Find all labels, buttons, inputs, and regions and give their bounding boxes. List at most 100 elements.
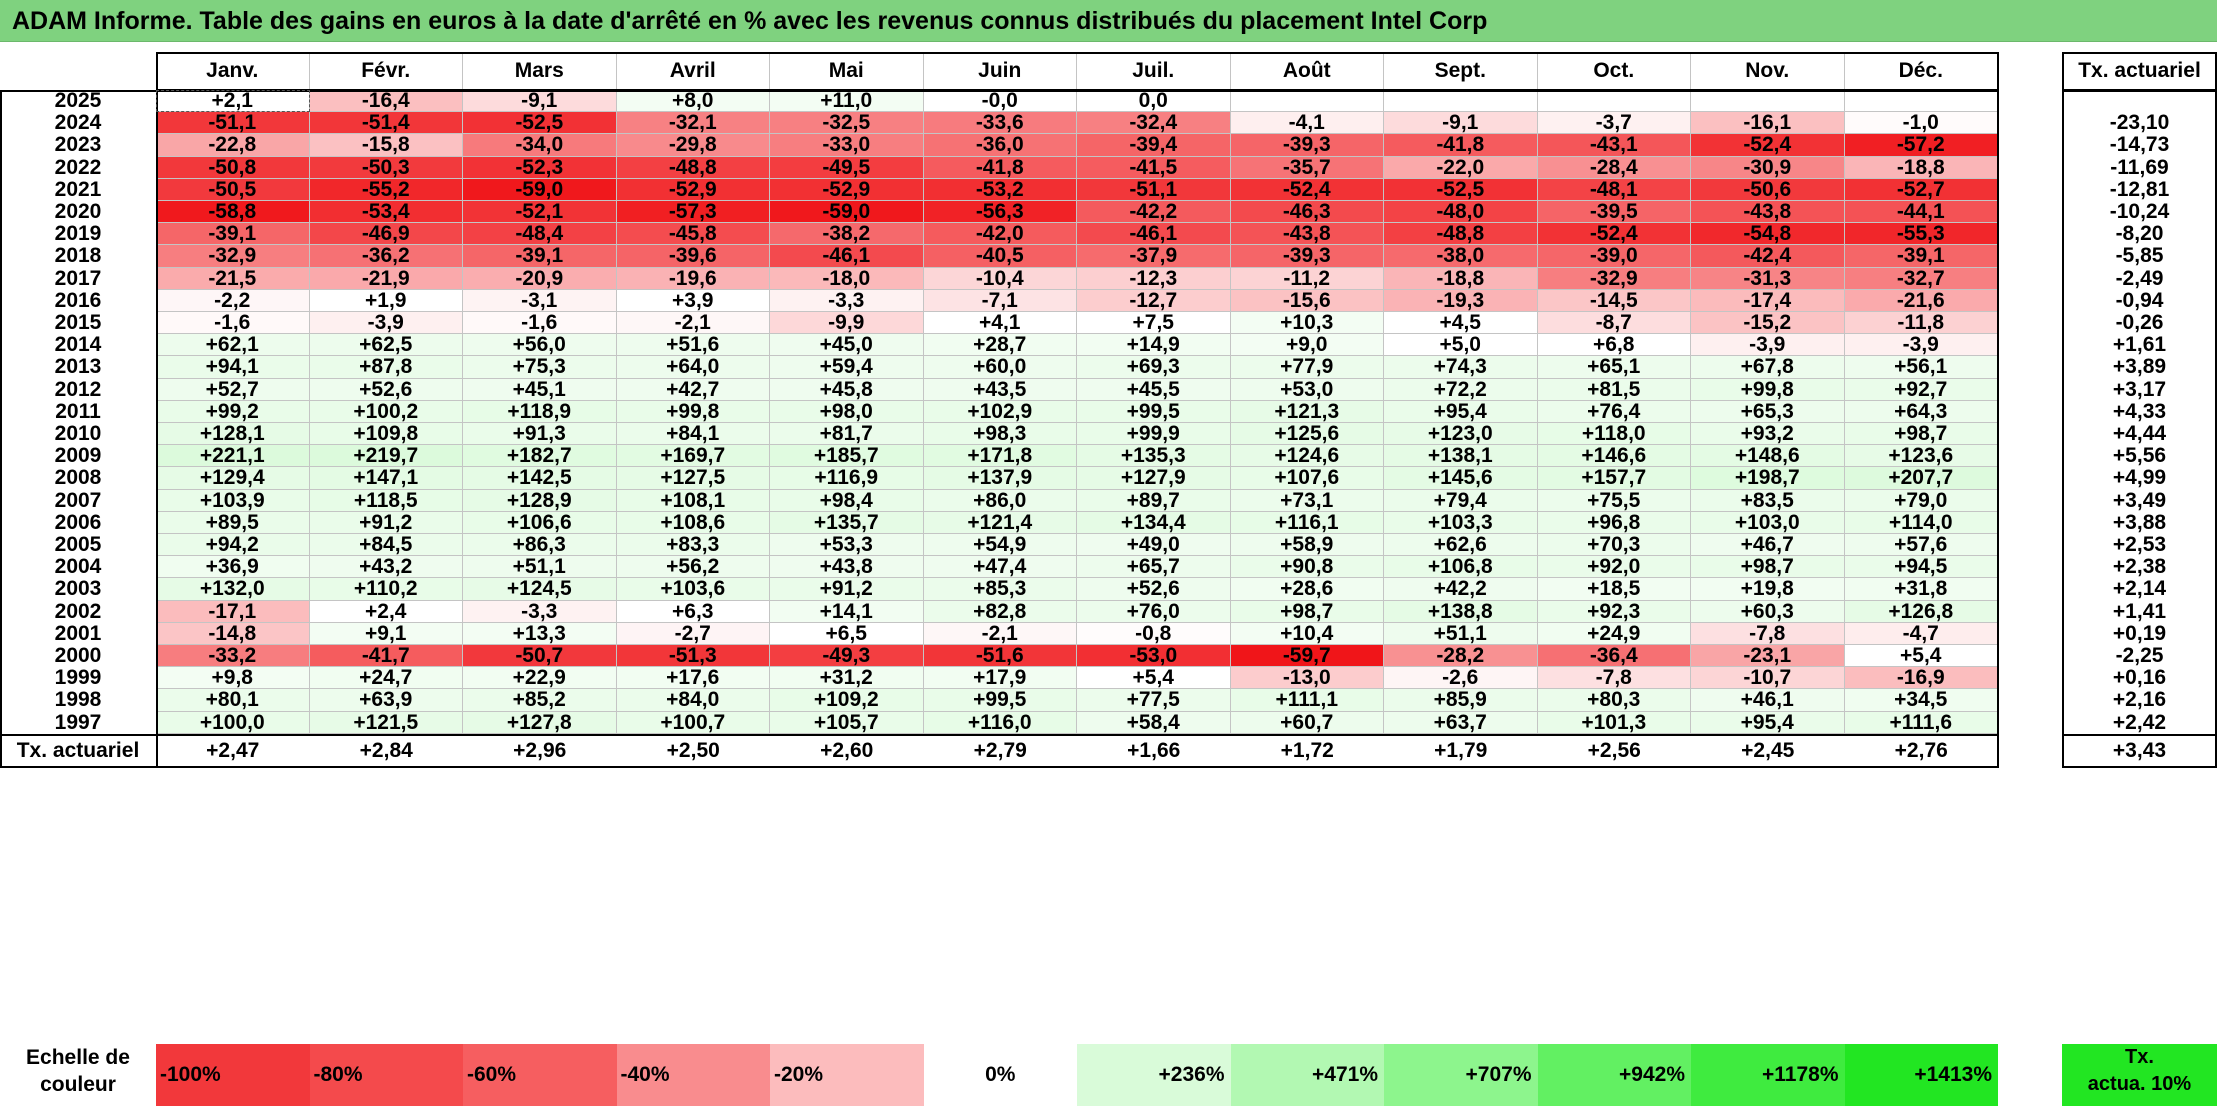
table-cell: +92,3 (1537, 600, 1691, 623)
month-header: Avril (617, 52, 770, 90)
table-cell: -9,1 (463, 90, 617, 113)
table-cell: -52,4 (1537, 223, 1691, 246)
table-cell: -55,2 (309, 178, 463, 201)
report-title: ADAM Informe. Table des gains en euros à… (12, 7, 1488, 35)
table-cell: -40,5 (923, 245, 1077, 268)
table-cell: +138,1 (1384, 445, 1538, 468)
table-cell: -1,6 (156, 312, 310, 335)
table-cell: +79,0 (1844, 489, 1998, 512)
table-cell: -2,1 (616, 312, 770, 335)
table-cell: +95,4 (1691, 711, 1845, 734)
table-cell: +85,9 (1384, 689, 1538, 712)
table-cell: +18,5 (1537, 578, 1691, 601)
table-cell: +169,7 (616, 445, 770, 468)
table-cell: +28,6 (1230, 578, 1384, 601)
month-header: Mars (463, 52, 617, 90)
table-cell: -32,9 (156, 245, 310, 268)
table-cell: +2,1 (156, 90, 310, 113)
table-cell: -37,9 (1077, 245, 1231, 268)
table-cell: -4,7 (1844, 622, 1998, 645)
table-cell: +53,3 (770, 534, 924, 557)
table-cell: -43,1 (1537, 134, 1691, 157)
table-cell: +49,0 (1077, 534, 1231, 557)
row-tx-actuariel: +3,88 (2112, 511, 2167, 534)
table-cell: -38,0 (1384, 245, 1538, 268)
table-cell: -38,2 (770, 223, 924, 246)
table-cell: +87,8 (309, 356, 463, 379)
row-tx-actuariel: +0,19 (2112, 622, 2167, 645)
table-cell: +9,8 (156, 667, 310, 690)
table-cell: +43,5 (923, 378, 1077, 401)
table-cell: +31,8 (1844, 578, 1998, 601)
color-scale-label-line2: couleur (40, 1073, 116, 1096)
table-cell: -32,1 (616, 112, 770, 135)
table-cell: +128,9 (463, 489, 617, 512)
year-label: 2023 (54, 134, 102, 157)
table-cell: -36,4 (1537, 645, 1691, 668)
table-cell: +56,2 (616, 556, 770, 579)
row-tx-actuariel: +3,89 (2112, 356, 2167, 379)
footer-cell: +2,56 (1587, 738, 1641, 762)
month-header: Août (1231, 52, 1384, 90)
table-cell: +11,0 (770, 90, 924, 113)
row-tx-actuariel: +2,38 (2112, 556, 2167, 579)
table-cell: +134,4 (1077, 511, 1231, 534)
table-cell: +89,5 (156, 511, 310, 534)
table-cell: -11,8 (1844, 312, 1998, 335)
table-cell: +91,3 (463, 423, 617, 446)
table-cell: +84,5 (309, 534, 463, 557)
table-cell (1537, 90, 1691, 113)
table-cell: -21,5 (156, 267, 310, 290)
year-label: 2005 (54, 534, 102, 556)
year-label: 2002 (54, 600, 102, 623)
table-cell: +77,9 (1230, 356, 1384, 379)
table-cell: -3,9 (1844, 334, 1998, 357)
month-header: Nov. (1691, 52, 1845, 90)
table-cell: +98,7 (1691, 556, 1845, 579)
table-cell: +132,0 (156, 578, 310, 601)
table-cell: -18,8 (1844, 156, 1998, 179)
table-cell: -31,3 (1691, 267, 1845, 290)
table-cell: +75,3 (463, 356, 617, 379)
table-cell: -20,9 (463, 267, 617, 290)
table-cell: -50,6 (1691, 178, 1845, 201)
table-cell: -3,3 (770, 289, 924, 312)
year-label: 2018 (54, 245, 102, 268)
table-cell: +52,6 (1077, 578, 1231, 601)
table-cell: -46,1 (1077, 223, 1231, 246)
table-cell: +60,7 (1230, 711, 1384, 734)
year-label: 2021 (54, 178, 102, 201)
table-cell: +198,7 (1691, 467, 1845, 490)
row-tx-actuariel: -2,49 (2115, 267, 2164, 290)
table-cell: -23,1 (1691, 645, 1845, 668)
year-label: 2017 (54, 267, 102, 290)
table-cell: +60,3 (1691, 600, 1845, 623)
table-cell: +126,8 (1844, 600, 1998, 623)
table-cell: +116,0 (923, 711, 1077, 734)
month-header: Sept. (1384, 52, 1538, 90)
table-cell: -22,0 (1384, 156, 1538, 179)
table-cell: -21,9 (309, 267, 463, 290)
row-tx-actuariel: -0,94 (2115, 289, 2164, 312)
table-cell: -17,4 (1691, 289, 1845, 312)
row-tx-actuariel: +4,33 (2112, 400, 2167, 423)
table-cell: +4,1 (923, 312, 1077, 335)
table-cell: +91,2 (770, 578, 924, 601)
table-cell: -8,7 (1537, 312, 1691, 335)
tx-footer-separator (2062, 733, 2217, 736)
table-cell: -16,1 (1691, 112, 1845, 135)
table-cell: -19,6 (616, 267, 770, 290)
table-cell: -52,5 (463, 112, 617, 135)
table-cell: +10,4 (1230, 622, 1384, 645)
table-cell: +146,6 (1537, 445, 1691, 468)
table-cell: -50,5 (156, 178, 310, 201)
table-cell: +107,6 (1230, 467, 1384, 490)
row-tx-actuariel (2062, 90, 2217, 112)
table-cell: +3,9 (616, 289, 770, 312)
table-cell: -43,8 (1691, 201, 1845, 224)
table-cell: +31,2 (770, 667, 924, 690)
footer-label: Tx. actuariel (16, 738, 140, 762)
year-label: 1998 (54, 689, 102, 712)
table-cell: +80,3 (1537, 689, 1691, 712)
color-scale-tx-actuariel: Tx. actua. 10% (2062, 1044, 2217, 1106)
